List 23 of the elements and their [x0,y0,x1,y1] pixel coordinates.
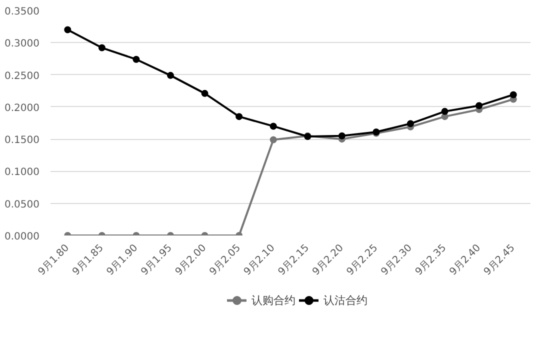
point [98,44,106,52]
point [167,72,174,79]
point [270,136,277,144]
y-tick-label: 0.3000 [4,38,40,50]
point [476,102,483,110]
y-tick-label: 0.1000 [4,167,40,178]
y-tick-label: 0.0000 [4,232,40,242]
point [270,122,277,130]
point [338,132,346,140]
y-tick-label: 0.1500 [4,135,40,146]
legend-label: 认购合约 [252,292,296,308]
point [236,113,243,120]
point [407,120,414,128]
point [201,90,208,97]
y-tick-label: 0.2500 [4,70,40,82]
point [64,26,72,34]
y-tick-label: 0.2000 [4,102,40,114]
point [510,91,517,98]
point [441,108,448,115]
y-tick-label: 0.3500 [4,6,40,18]
point [132,56,140,63]
y-tick-label: 0.0500 [4,199,40,210]
legend-label: 认沽合约 [324,292,368,308]
